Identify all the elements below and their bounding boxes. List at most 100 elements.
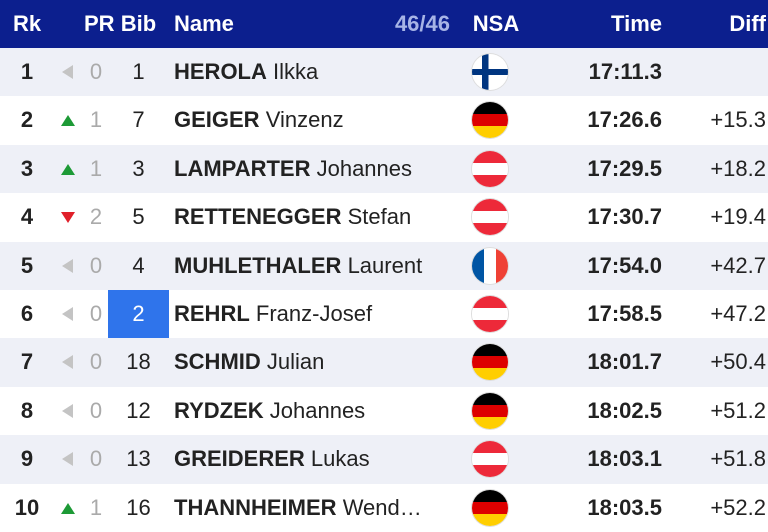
rank: 1 [20, 59, 34, 84]
diff: +47.2 [710, 301, 766, 326]
position-change: 0 [89, 397, 103, 423]
last-name: MUHLETHALER [174, 252, 342, 278]
first-name: Johannes [269, 397, 366, 423]
position-change: 0 [89, 59, 103, 84]
time: 18:01.7 [587, 349, 662, 375]
diff: +15.3 [710, 107, 766, 133]
result-row[interactable]: 8 0 12 RYDZEK Johannes 18:02.5 +51.2 [0, 386, 768, 436]
bib: 1 [132, 59, 145, 84]
last-name: HEROLA [174, 59, 267, 84]
result-row[interactable]: 9 0 13 GREIDERER Lukas 18:03.1 +51.8 [0, 435, 768, 484]
result-row[interactable]: 3 1 3 LAMPARTER Johannes 17:29.5 +18.2 [0, 144, 768, 194]
flag [472, 344, 508, 381]
last-name: THANNHEIMER [174, 494, 337, 520]
header-name[interactable]: Name [174, 11, 234, 36]
athlete-name: RETTENEGGER Stefan [174, 193, 411, 241]
first-name: Franz-Josef [255, 301, 373, 326]
position-change: 1 [89, 107, 103, 133]
athlete-name: GEIGER Vinzenz [174, 96, 344, 144]
position-change: 0 [89, 446, 103, 472]
last-name: SCHMID [174, 349, 261, 375]
first-name: Ilkka [273, 59, 319, 84]
rank: 6 [20, 301, 34, 326]
trend-icon [61, 115, 75, 127]
result-row[interactable]: 2 1 7 GEIGER Vinzenz 17:26.6 +15.3 [0, 96, 768, 145]
position-change: 1 [89, 155, 103, 181]
first-name: Julian [266, 349, 325, 375]
time: 18:03.1 [587, 446, 662, 472]
bib: 13 [126, 446, 151, 472]
bib: 7 [132, 107, 145, 133]
athlete-name: LAMPARTER Johannes [174, 145, 412, 193]
header-bib[interactable]: Bib [120, 11, 157, 36]
rank: 7 [20, 349, 34, 375]
result-row[interactable]: 5 0 4 MUHLETHALER Laurent 17:54.0 +42.7 [0, 241, 768, 290]
bib: 16 [126, 494, 151, 520]
time: 18:02.5 [587, 397, 662, 423]
result-row[interactable]: 6 0 2 REHRL Franz-Josef 17:58.5 +47.2 [0, 290, 768, 339]
position-change: 1 [89, 494, 103, 520]
result-row[interactable]: 7 0 18 SCHMID Julian 18:01.7 +50.4 [0, 338, 768, 387]
time: 17:30.7 [587, 204, 662, 230]
diff: +51.2 [710, 397, 766, 423]
rank: 4 [20, 204, 34, 230]
flag [472, 247, 508, 284]
athlete-name: THANNHEIMER Wend… [174, 484, 422, 532]
flag [472, 392, 508, 429]
first-name: Laurent [347, 252, 423, 278]
time: 17:26.6 [587, 107, 662, 133]
header-pr[interactable]: PR [84, 11, 115, 36]
flag [472, 150, 508, 187]
first-name: Vinzenz [265, 107, 344, 133]
trend-icon [61, 163, 75, 175]
header-diff[interactable]: Diff [729, 11, 766, 36]
diff: +42.7 [710, 252, 766, 278]
rank: 9 [20, 446, 34, 472]
trend-icon [61, 502, 75, 514]
result-row[interactable]: 1 0 1 HEROLA Ilkka 17:11.3 [0, 48, 768, 97]
time: 17:11.3 [588, 59, 662, 84]
rank: 5 [20, 252, 34, 278]
trend-icon [62, 403, 73, 418]
header-count: 46/46 [394, 11, 450, 36]
rank: 2 [20, 107, 34, 133]
flag [472, 102, 508, 139]
position-change: 0 [89, 349, 103, 375]
athlete-name: RYDZEK Johannes [174, 387, 365, 435]
rank: 10 [14, 494, 40, 520]
athlete-name: GREIDERER Lukas [174, 435, 370, 483]
trend-icon [62, 65, 73, 79]
last-name: REHRL [174, 301, 250, 326]
diff: +52.2 [710, 494, 766, 520]
flag [472, 296, 508, 332]
diff: +19.4 [710, 204, 766, 230]
position-change: 0 [89, 252, 103, 278]
trend-icon [62, 452, 73, 467]
time: 17:58.5 [587, 301, 662, 326]
result-row[interactable]: 10 1 16 THANNHEIMER Wend… 18:03.5 +52.2 [0, 483, 768, 532]
header-nsa[interactable]: NSA [472, 11, 520, 36]
last-name: GREIDERER [174, 446, 305, 472]
flag [472, 489, 508, 526]
rank: 3 [20, 155, 34, 181]
last-name: RYDZEK [174, 397, 264, 423]
result-row[interactable]: 4 2 5 RETTENEGGER Stefan 17:30.7 +19.4 [0, 193, 768, 242]
last-name: GEIGER [174, 107, 260, 133]
time: 17:29.5 [587, 155, 662, 181]
trend-icon [62, 355, 73, 370]
time: 18:03.5 [587, 494, 662, 520]
bib: 5 [132, 204, 145, 230]
first-name: Lukas [310, 446, 370, 472]
last-name: LAMPARTER [174, 155, 311, 181]
bib-highlighted: 2 [108, 290, 169, 338]
time: 17:54.0 [587, 252, 662, 278]
athlete-name: HEROLA Ilkka [174, 48, 318, 96]
trend-icon [61, 212, 75, 224]
header-time[interactable]: Time [611, 11, 662, 36]
first-name: Stefan [347, 204, 412, 230]
last-name: RETTENEGGER [174, 204, 342, 230]
table-header: Rk PR Bib Name 46/46 NSA Time Diff [0, 0, 768, 48]
trend-icon [62, 307, 73, 321]
flag [472, 54, 508, 90]
header-rank[interactable]: Rk [12, 11, 42, 36]
